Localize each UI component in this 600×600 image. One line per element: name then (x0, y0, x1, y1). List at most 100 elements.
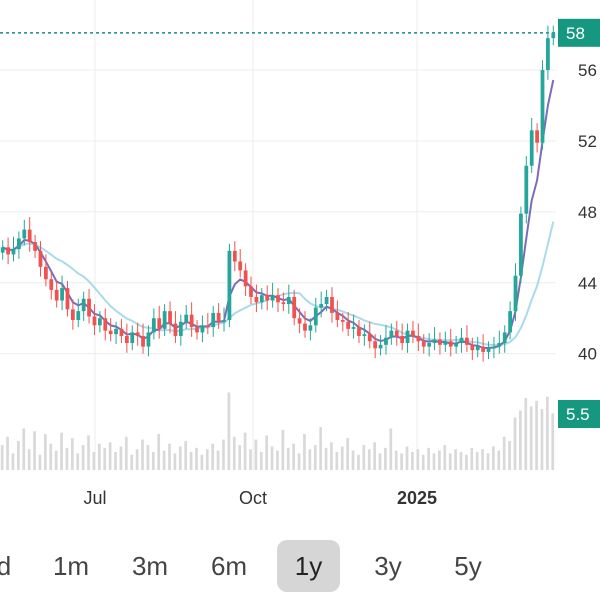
volume-bar (232, 436, 236, 470)
y-tick-label: 56 (578, 61, 597, 80)
y-tick-label: 52 (578, 132, 597, 151)
volume-bar (416, 449, 420, 470)
candle-body (103, 318, 108, 331)
volume-bar (222, 439, 225, 470)
candle-body (92, 316, 97, 326)
volume-bar (313, 445, 317, 470)
volume-bar (184, 440, 188, 470)
volume-bar (0, 445, 4, 470)
candle-body (135, 332, 140, 336)
volume-bar (27, 449, 31, 470)
volume-bar (265, 435, 269, 470)
candle-body (200, 325, 205, 333)
volume-bar (178, 446, 182, 470)
candle-body (357, 327, 361, 336)
candle-body (54, 289, 59, 301)
volume-bar (367, 449, 371, 470)
candle-body (76, 311, 81, 320)
candle-body (319, 304, 324, 308)
candle-body (551, 32, 556, 39)
candle-body (184, 314, 189, 322)
candle-body (427, 343, 432, 347)
volume-bar (486, 453, 490, 470)
volume-bar (200, 454, 204, 470)
candle-body (497, 343, 502, 347)
candle-body (65, 288, 70, 310)
candle-body (114, 328, 118, 335)
candle-body (384, 337, 388, 345)
volume-bar (254, 439, 258, 470)
volume-bar (119, 446, 123, 470)
grid-lines (0, 0, 556, 470)
range-button-3y[interactable]: 3y (374, 551, 402, 581)
price-chart[interactable]: 56 52 48 44 40 Jul Oct 2025 58 5.5 (0, 0, 600, 520)
candle-body (330, 296, 334, 313)
candle-body (141, 335, 145, 347)
x-tick-label: Jul (83, 488, 106, 508)
candle-body (178, 321, 183, 336)
volume-bar (135, 449, 139, 470)
candle-body (265, 295, 270, 301)
candle-body (394, 330, 399, 336)
volume-bar (421, 454, 425, 470)
candle-body (416, 335, 421, 342)
volume-bar (535, 400, 538, 470)
candle-body (108, 330, 113, 335)
volume-bar (65, 447, 69, 470)
candle-body (432, 339, 437, 344)
volume-bar (276, 450, 279, 470)
range-button-1m[interactable]: 1m (52, 551, 90, 581)
candle-body (308, 325, 313, 331)
candle-body (146, 332, 151, 347)
range-button-3m[interactable]: 3m (131, 551, 169, 581)
candle-body (519, 213, 523, 276)
candle-body (373, 341, 378, 349)
volume-bar (6, 436, 9, 470)
candle-body (421, 341, 426, 347)
candle-body (443, 341, 448, 345)
volume-bar (502, 436, 506, 470)
candle-body (238, 261, 243, 271)
candle-body (43, 266, 48, 280)
volume-bar (238, 445, 242, 470)
volume-bar (351, 450, 355, 470)
volume-label: 5.5 (566, 405, 590, 424)
volume-bar (130, 454, 134, 470)
range-button-5y[interactable]: 5y (454, 551, 482, 581)
y-tick-label: 48 (578, 203, 597, 222)
candle-body (205, 325, 210, 328)
volume-bar (38, 454, 42, 470)
candle-body (351, 327, 356, 329)
candle-body (81, 298, 86, 312)
candle-body (324, 296, 329, 305)
volume-bar (141, 439, 144, 470)
candle-body (492, 346, 496, 349)
last-price-badge: 58 (558, 18, 600, 47)
candle-body (270, 295, 275, 301)
volume-bar (303, 434, 306, 470)
candle-body (486, 348, 491, 352)
volume-bar (60, 432, 63, 470)
y-tick-label: 40 (578, 345, 597, 364)
volume-bar (195, 447, 198, 470)
range-button-d[interactable]: d (0, 551, 12, 581)
volume-bars (0, 392, 555, 470)
candle-body (502, 332, 507, 344)
candle-body (70, 309, 75, 320)
candle-body (454, 343, 459, 347)
range-button-1y[interactable]: 1y (277, 540, 340, 592)
volume-bar (54, 450, 58, 470)
range-button-6m[interactable]: 6m (210, 551, 248, 581)
candle-body (297, 318, 302, 324)
candle-body (362, 334, 367, 336)
volume-bar (394, 450, 398, 470)
volume-bar (11, 453, 15, 470)
volume-bar (319, 427, 322, 470)
candle-body (346, 321, 351, 329)
volume-bar (346, 438, 349, 470)
candle-body (389, 330, 394, 338)
volume-bar (529, 406, 533, 470)
volume-bar (481, 449, 484, 470)
candle-body (216, 312, 221, 322)
candle-body (459, 337, 464, 344)
